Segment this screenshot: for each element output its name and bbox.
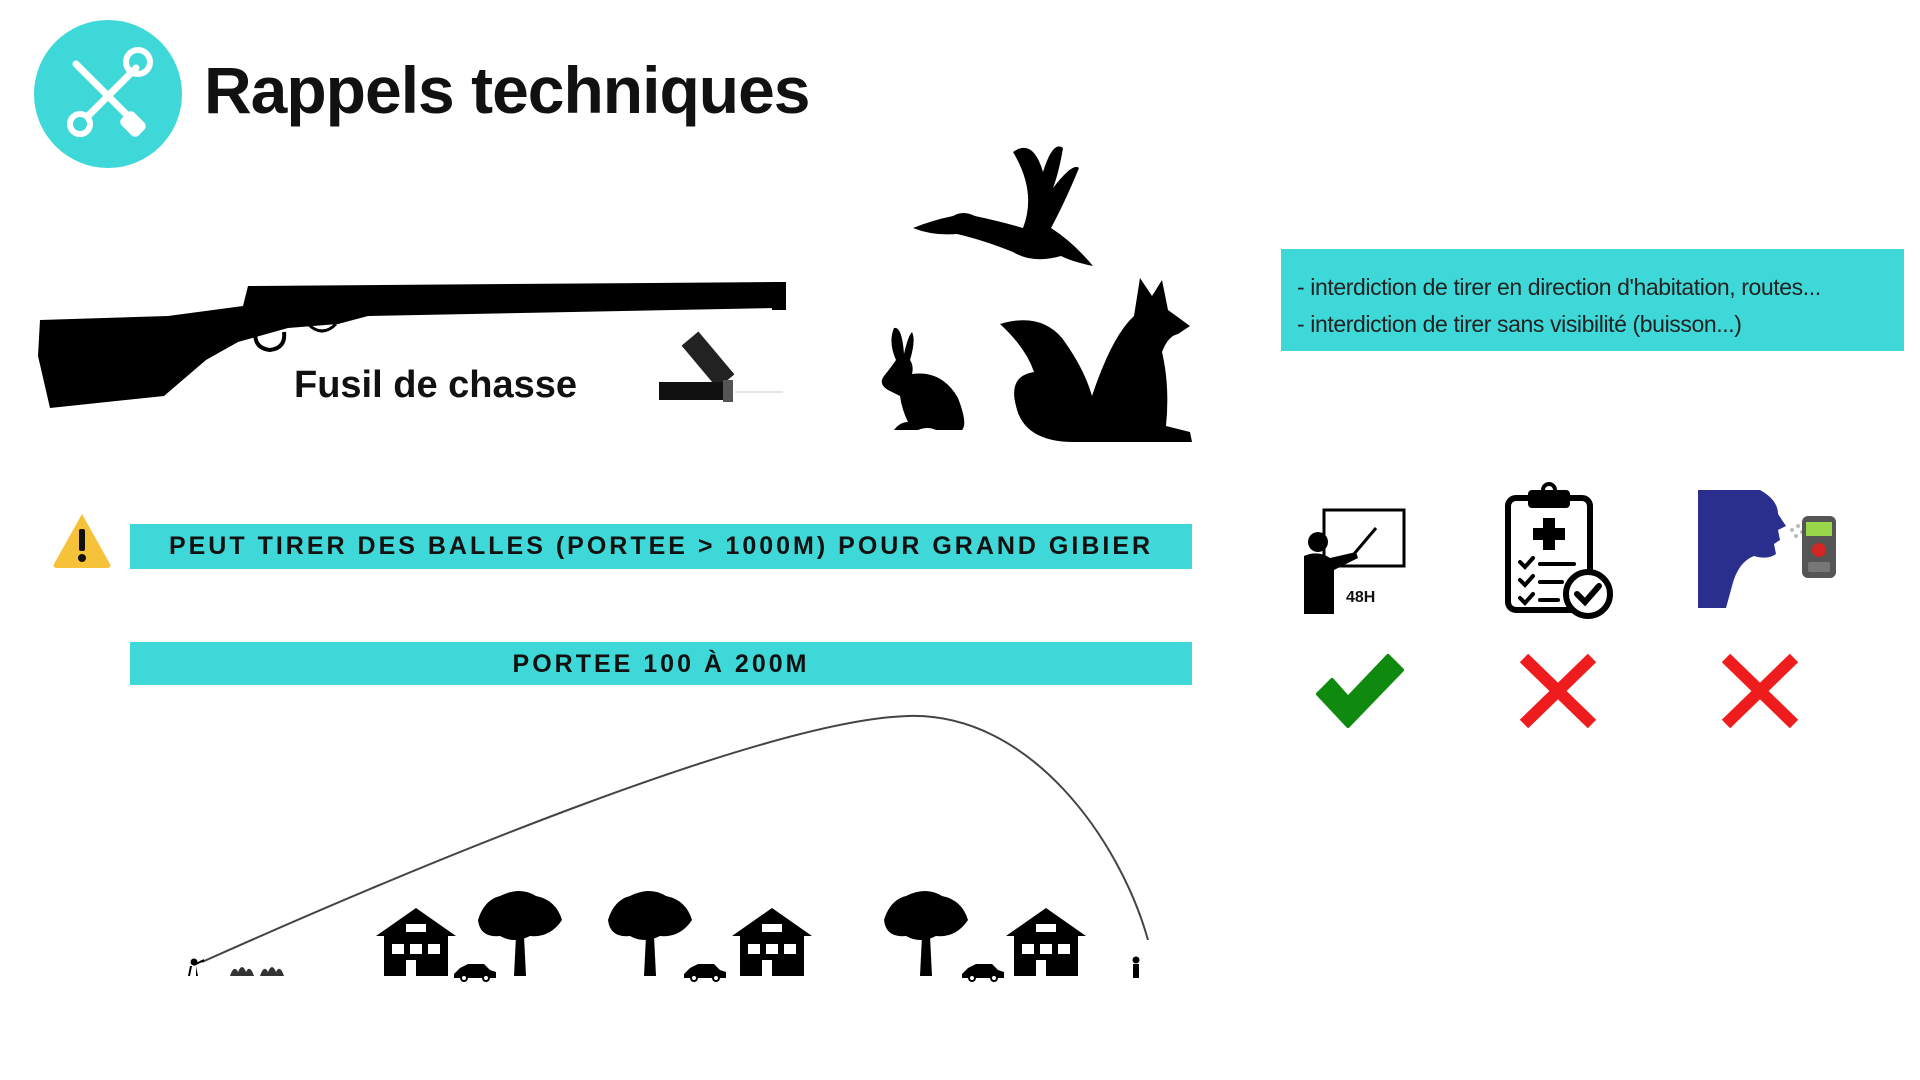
shotgun-icon [38, 282, 786, 408]
rules-box: - interdiction de tirer en direction d'h… [1281, 249, 1904, 351]
trajectory-scene [188, 714, 1149, 982]
house-icon [376, 908, 456, 976]
cross-icon [1721, 653, 1799, 729]
tree-icon [478, 891, 562, 976]
tools-icon [67, 47, 153, 137]
fusil-label: Fusil de chasse [294, 364, 578, 406]
tree-icon [884, 891, 968, 976]
breathalyzer-icon [1698, 490, 1836, 608]
person-icon [1132, 956, 1140, 978]
title-badge [34, 20, 182, 168]
page-title: Rappels techniques [204, 53, 810, 127]
bush-icon [230, 967, 284, 976]
duck-icon [913, 146, 1093, 266]
cartridge-icon [659, 331, 783, 402]
cross-icon [1519, 653, 1597, 729]
car-icon [454, 964, 496, 982]
shooter-icon [188, 958, 205, 976]
fox-icon [1000, 278, 1192, 442]
range-banner: PORTEE 100 À 200M [130, 642, 1192, 685]
tree-icon [608, 891, 692, 976]
rule-line: - interdiction de tirer sans visibilité … [1297, 311, 1742, 337]
warning-banner: PEUT TIRER DES BALLES (PORTEE > 1000M) P… [130, 524, 1192, 569]
medical-clipboard-icon [1505, 482, 1613, 619]
car-icon [684, 964, 726, 982]
checkmark-icon [1316, 654, 1404, 728]
rabbit-icon [881, 327, 965, 430]
trajectory-curve [201, 714, 1149, 963]
house-icon [1006, 908, 1086, 976]
training-label: 48H [1346, 589, 1376, 606]
house-icon [732, 908, 812, 976]
training-icon [1304, 508, 1406, 614]
car-icon [962, 964, 1004, 982]
warning-icon [53, 514, 111, 568]
rule-line: - interdiction de tirer en direction d'h… [1297, 274, 1821, 300]
